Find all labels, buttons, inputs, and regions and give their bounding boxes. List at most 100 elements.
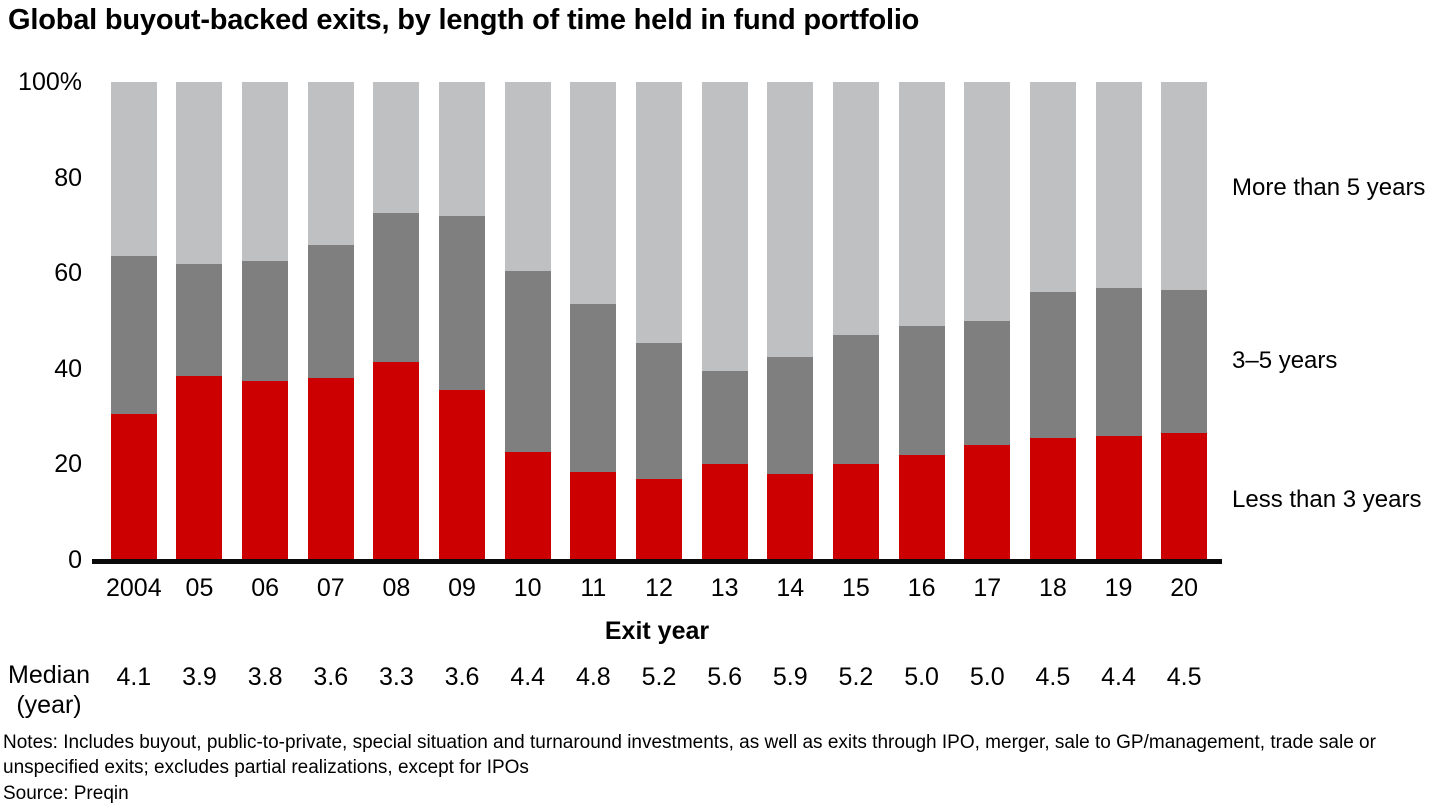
- y-tick-label: 80: [54, 163, 82, 192]
- bar-column-08: [364, 82, 430, 560]
- bar-column-09: [429, 82, 495, 560]
- bar-segment-14: [767, 82, 814, 357]
- median-value: 5.0: [904, 663, 939, 691]
- bar-column-17: [954, 82, 1020, 560]
- source-text: Source: Preqin: [3, 782, 129, 804]
- bar-segment-2004: [110, 256, 157, 415]
- x-tick-label: 19: [1104, 574, 1133, 602]
- bar-segment-13: [701, 371, 748, 465]
- x-tick-label: 2004: [106, 574, 162, 602]
- bar-column-15: [823, 82, 889, 560]
- notes-text: Notes: Includes buyout, public-to-privat…: [3, 732, 1376, 779]
- stacked-bar-13: [701, 82, 748, 560]
- stacked-bar-15: [832, 82, 879, 560]
- stacked-bar-16: [898, 82, 945, 560]
- median-value: 4.4: [1101, 663, 1136, 691]
- stacked-bar-14: [767, 82, 814, 560]
- bar-column-07: [298, 82, 364, 560]
- bar-segment-09: [439, 215, 486, 391]
- bar-segment-18: [1029, 82, 1076, 293]
- bar-segment-06: [242, 380, 289, 560]
- x-tick-label: 09: [448, 574, 476, 602]
- median-value: 5.2: [838, 663, 874, 691]
- bar-segment-08: [373, 82, 420, 214]
- stacked-bar-2004: [110, 82, 157, 560]
- stacked-bar-17: [964, 82, 1011, 560]
- y-tick-label: 60: [54, 259, 82, 288]
- bar-segment-18: [1029, 292, 1076, 439]
- stacked-bar-18: [1029, 82, 1076, 560]
- y-tick-label: 0: [68, 546, 82, 574]
- stacked-bar-10: [504, 82, 551, 560]
- bars: [101, 82, 1217, 560]
- bar-segment-17: [964, 321, 1011, 446]
- bar-segment-2004: [110, 82, 157, 257]
- bar-segment-05: [176, 82, 223, 264]
- x-tick-label: 06: [251, 574, 280, 602]
- x-tick-label: 14: [776, 574, 805, 602]
- bar-column-11: [561, 82, 627, 560]
- median-value: 4.8: [575, 663, 611, 691]
- median-value: 5.9: [772, 663, 808, 691]
- bar-segment-14: [767, 356, 814, 474]
- median-value: 5.6: [707, 663, 743, 691]
- stacked-bar-07: [307, 82, 354, 560]
- bar-segment-15: [832, 335, 879, 465]
- bar-segment-05: [176, 263, 223, 376]
- bar-segment-11: [570, 304, 617, 472]
- x-tick-label: 15: [842, 574, 870, 602]
- bar-segment-08: [373, 213, 420, 362]
- bar-segment-11: [570, 82, 617, 305]
- y-tick-label: 20: [54, 450, 82, 479]
- x-tick-label: 10: [513, 574, 542, 602]
- bar-segment-16: [898, 454, 945, 560]
- bar-segment-20: [1161, 82, 1208, 290]
- median-row-label-line1: Median: [8, 661, 90, 689]
- stacked-bar-19: [1095, 82, 1142, 560]
- bar-column-12: [626, 82, 692, 560]
- bar-segment-2004: [110, 414, 157, 560]
- bar-segment-13: [701, 82, 748, 372]
- legend-3-5-years: 3–5 years: [1232, 347, 1338, 374]
- bar-column-05: [167, 82, 233, 560]
- stacked-bar-08: [373, 82, 420, 560]
- median-value: 4.1: [116, 663, 152, 691]
- bar-segment-20: [1161, 433, 1208, 560]
- chart-title: Global buyout-backed exits, by length of…: [8, 4, 920, 36]
- bar-column-10: [495, 82, 561, 560]
- bar-segment-19: [1095, 435, 1142, 560]
- bar-segment-15: [832, 464, 879, 560]
- x-axis-labels: 2004 05 06 07 08 09 10 11 12 13 14 15 16 17 18 19 20: [101, 574, 1217, 602]
- median-value: 4.4: [510, 663, 546, 691]
- median-row-label-line2: (year): [16, 691, 82, 719]
- x-tick-label: 13: [710, 574, 739, 602]
- bar-segment-06: [242, 261, 289, 381]
- x-tick-label: 16: [907, 574, 936, 602]
- bar-segment-05: [176, 375, 223, 560]
- bar-segment-12: [635, 342, 682, 479]
- stacked-bar-06: [242, 82, 289, 560]
- bar-segment-10: [504, 452, 551, 560]
- bar-column-16: [889, 82, 955, 560]
- x-tick-label: 18: [1038, 574, 1067, 602]
- bar-segment-10: [504, 82, 551, 271]
- median-value: 3.6: [444, 663, 480, 691]
- bar-column-14: [757, 82, 823, 560]
- bar-segment-12: [635, 82, 682, 343]
- stacked-bar-05: [176, 82, 223, 560]
- x-tick-label: 12: [645, 574, 673, 602]
- y-tick-label: 40: [54, 354, 82, 383]
- y-tick-label: 100%: [18, 68, 82, 96]
- bar-segment-07: [307, 378, 354, 560]
- legend-more-than-5-years: More than 5 years: [1232, 174, 1426, 201]
- bar-segment-08: [373, 361, 420, 560]
- bar-segment-17: [964, 82, 1011, 321]
- median-value: 3.6: [313, 663, 349, 691]
- x-tick-label: 07: [316, 574, 345, 602]
- x-tick-label: 20: [1170, 574, 1199, 602]
- bar-segment-07: [307, 244, 354, 379]
- bar-segment-09: [439, 390, 486, 560]
- bar-segment-09: [439, 82, 486, 216]
- y-axis-ticks: 100% 80 60 40 20 0: [0, 68, 84, 574]
- stacked-bar-09: [439, 82, 486, 560]
